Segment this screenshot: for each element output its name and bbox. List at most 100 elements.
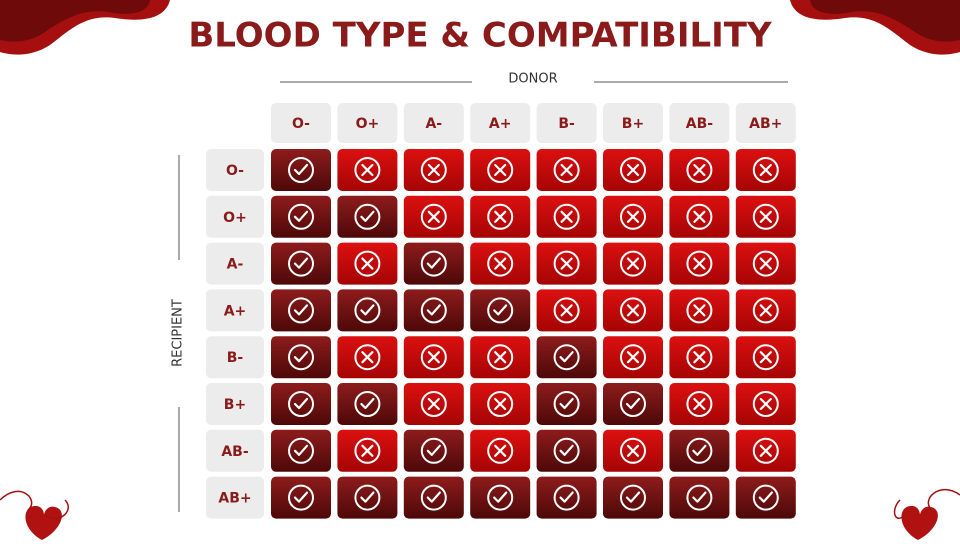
icon-ring (354, 297, 381, 324)
cross-icon (427, 351, 440, 364)
check-icon (493, 491, 508, 503)
cross-icon (626, 210, 640, 223)
icon-ring (487, 157, 514, 183)
column-header (337, 103, 398, 143)
cross-icon (626, 444, 640, 457)
icon-ring (420, 391, 447, 417)
icon-ring (686, 250, 713, 277)
compatible-cell (271, 336, 331, 379)
cross-icon (759, 304, 772, 317)
icon-ring (288, 157, 314, 183)
icon-ring (354, 391, 381, 417)
compatible-cell (271, 195, 331, 238)
icon-ring (553, 391, 580, 417)
cross-icon (759, 210, 772, 223)
icon-ring (288, 391, 314, 417)
icon-ring (553, 157, 580, 183)
compatible-cell (536, 429, 597, 472)
check-icon (293, 257, 309, 269)
cross-icon (494, 163, 507, 177)
cross-icon (494, 351, 507, 364)
icon-ring (752, 437, 779, 464)
compatible-cell (470, 476, 531, 519)
cross-icon (494, 397, 507, 411)
column-header-label: A+ (489, 116, 512, 132)
check-icon (293, 210, 309, 222)
icon-ring (288, 344, 314, 371)
row-header (206, 242, 264, 285)
column-header-label: AB+ (749, 116, 782, 132)
cross-icon (361, 351, 374, 364)
check-icon (293, 444, 309, 456)
compatible-cell (403, 429, 464, 472)
cross-icon (693, 351, 706, 364)
row-header-label: A+ (224, 303, 247, 319)
icon-ring (686, 484, 713, 511)
check-icon (360, 397, 375, 410)
icon-ring (420, 344, 447, 371)
icon-ring (487, 203, 514, 230)
title: BLOOD TYPE & COMPATIBILITY (188, 16, 772, 56)
cross-icon (361, 257, 374, 270)
column-header-label: B+ (622, 116, 644, 132)
compatible-cell (603, 383, 663, 425)
row-header (206, 429, 264, 472)
column-header (470, 103, 531, 143)
check-icon (493, 304, 508, 316)
cross-icon (759, 397, 772, 411)
column-header (536, 103, 597, 143)
check-icon (426, 304, 441, 316)
column-header-label: A- (425, 116, 442, 132)
compatible-cell (271, 383, 331, 425)
icon-ring (487, 391, 514, 417)
icon-ring (620, 157, 646, 183)
cross-icon (759, 351, 772, 364)
icon-ring (686, 203, 713, 230)
compatible-cell (271, 242, 331, 285)
compatible-cell (669, 476, 730, 519)
column-header (735, 103, 796, 143)
icon-ring (686, 437, 713, 464)
column-header-label: O+ (356, 116, 380, 132)
icon-ring (288, 250, 314, 277)
cross-icon (427, 210, 440, 223)
cross-icon (693, 257, 706, 270)
cross-icon (759, 257, 772, 270)
check-icon (426, 491, 441, 503)
check-icon (692, 444, 707, 456)
check-icon (559, 444, 574, 456)
row-header (206, 149, 264, 191)
icon-ring (752, 344, 779, 371)
check-icon (426, 257, 441, 269)
check-icon (559, 397, 574, 410)
corner-blob (810, 0, 960, 42)
icon-ring (620, 203, 646, 230)
cross-icon (626, 257, 640, 270)
row-header-label: O+ (223, 210, 247, 226)
cross-icon (560, 304, 573, 317)
icon-ring (553, 437, 580, 464)
cross-icon (494, 257, 507, 270)
compatible-cell (271, 476, 331, 519)
check-icon (360, 210, 375, 222)
icon-ring (420, 250, 447, 277)
check-icon (426, 444, 441, 456)
compatible-cell (536, 476, 597, 519)
icon-ring (620, 250, 646, 277)
icon-ring (420, 437, 447, 464)
icon-ring (487, 484, 514, 511)
icon-ring (487, 344, 514, 371)
check-icon (293, 491, 309, 503)
check-icon (293, 351, 309, 363)
row-header-label: A- (227, 257, 244, 273)
check-icon (293, 163, 309, 176)
icon-ring (420, 297, 447, 324)
icon-ring (752, 203, 779, 230)
icon-ring (686, 391, 713, 417)
compatible-cell (337, 195, 398, 238)
ribbon (893, 488, 960, 520)
compatible-cell (603, 476, 663, 519)
check-icon (758, 491, 773, 503)
cross-icon (361, 444, 374, 457)
